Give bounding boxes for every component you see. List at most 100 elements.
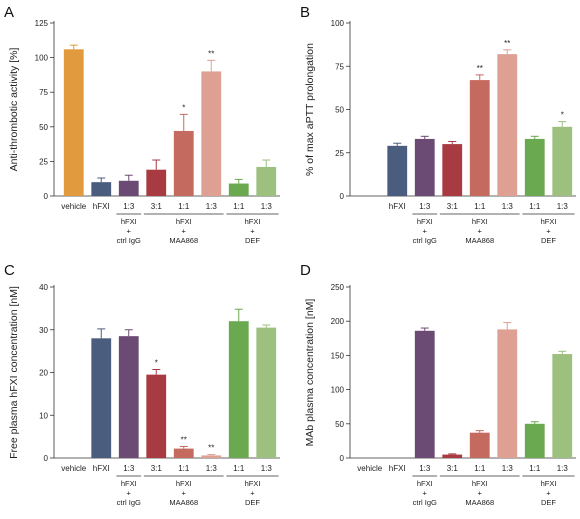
bar bbox=[91, 182, 112, 196]
category-label: 1:3 bbox=[502, 464, 514, 473]
category-label: 1:3 bbox=[261, 202, 273, 211]
category-label: vehicle bbox=[61, 202, 86, 211]
bar bbox=[228, 183, 249, 196]
bar bbox=[524, 138, 545, 196]
group-label: + bbox=[127, 227, 132, 236]
y-tick-label: 10 bbox=[39, 411, 48, 420]
y-tick-label: 100 bbox=[331, 386, 345, 395]
y-tick-label: 50 bbox=[335, 106, 344, 115]
bar bbox=[173, 448, 194, 458]
panel-d: D MAb plasma concentration [nM] 0 50 100 150 2… bbox=[300, 262, 576, 507]
group-label: hFXI bbox=[245, 479, 261, 488]
category-label: 1:1 bbox=[474, 202, 486, 211]
y-tick-label: 150 bbox=[331, 351, 345, 360]
category-label: 1:1 bbox=[529, 464, 541, 473]
significance-marker: * bbox=[561, 111, 564, 120]
category-label: 3:1 bbox=[447, 202, 459, 211]
bar bbox=[118, 336, 139, 458]
bar bbox=[146, 169, 167, 196]
category-label: 1:3 bbox=[419, 202, 431, 211]
category-label: 1:3 bbox=[123, 464, 135, 473]
group-label: DEF bbox=[541, 236, 556, 245]
group-label: hFXI bbox=[121, 479, 137, 488]
category-label: 1:3 bbox=[502, 202, 514, 211]
y-tick-label: 40 bbox=[39, 283, 48, 292]
group-label: hFXI bbox=[541, 479, 557, 488]
group-label: + bbox=[182, 489, 187, 498]
category-label: vehicle bbox=[357, 464, 382, 473]
bar bbox=[201, 455, 222, 458]
panel-letter: D bbox=[300, 262, 311, 279]
significance-marker: ** bbox=[208, 444, 214, 453]
category-label: hFXI bbox=[389, 464, 406, 473]
y-tick-label: 100 bbox=[331, 19, 345, 28]
panel-letter: B bbox=[300, 4, 310, 21]
group-label: + bbox=[250, 227, 255, 236]
group-label: MAA868 bbox=[465, 236, 494, 245]
group-label: MAA868 bbox=[169, 236, 198, 245]
y-tick-label: 100 bbox=[35, 54, 49, 63]
bar bbox=[118, 180, 139, 196]
y-axis-title: MAb plasma concentration [nM] bbox=[304, 299, 316, 447]
group-label: + bbox=[127, 489, 132, 498]
y-tick-label: 0 bbox=[44, 454, 49, 463]
group-label: + bbox=[478, 227, 483, 236]
y-tick-label: 25 bbox=[335, 149, 344, 158]
group-label: DEF bbox=[541, 498, 556, 507]
category-label: vehicle bbox=[61, 464, 86, 473]
group-label: hFXI bbox=[472, 217, 488, 226]
group-label: + bbox=[423, 489, 428, 498]
group-label: MAA868 bbox=[169, 498, 198, 507]
category-label: 1:3 bbox=[261, 464, 273, 473]
category-label: 3:1 bbox=[151, 202, 163, 211]
y-tick-label: 25 bbox=[39, 157, 48, 166]
y-axis-title: % of max aPTT prolongation bbox=[304, 43, 316, 176]
bar bbox=[524, 423, 545, 458]
group-label: DEF bbox=[245, 236, 260, 245]
group-label: MAA868 bbox=[465, 498, 494, 507]
bar bbox=[256, 166, 277, 196]
category-label: 1:1 bbox=[474, 464, 486, 473]
category-label: 1:3 bbox=[419, 464, 431, 473]
bar bbox=[146, 374, 167, 458]
group-label: ctrl IgG bbox=[117, 236, 141, 245]
panel-a: A Anti-thrombotic activity [%] 0 25 50 75 100 1… bbox=[4, 4, 280, 245]
category-label: 1:3 bbox=[206, 202, 218, 211]
category-label: hFXI bbox=[389, 202, 406, 211]
group-label: hFXI bbox=[176, 479, 192, 488]
bar bbox=[63, 49, 84, 196]
category-label: 1:1 bbox=[233, 202, 245, 211]
panel-c: C Free plasma hFXI concentration [nM] 0 10 2… bbox=[4, 262, 280, 507]
group-label: hFXI bbox=[121, 217, 137, 226]
y-tick-label: 30 bbox=[39, 326, 48, 335]
category-label: 1:1 bbox=[178, 464, 190, 473]
group-label: + bbox=[182, 227, 187, 236]
y-tick-label: 20 bbox=[39, 369, 48, 378]
y-tick-label: 50 bbox=[335, 420, 344, 429]
category-label: 1:1 bbox=[529, 202, 541, 211]
significance-marker: ** bbox=[181, 435, 187, 444]
category-label: 1:1 bbox=[233, 464, 245, 473]
bar bbox=[414, 138, 435, 196]
significance-marker: ** bbox=[504, 39, 510, 48]
significance-marker: * bbox=[155, 359, 158, 368]
group-label: + bbox=[250, 489, 255, 498]
bar bbox=[91, 338, 112, 458]
category-label: hFXI bbox=[93, 464, 110, 473]
bar bbox=[497, 329, 518, 458]
category-label: hFXI bbox=[93, 202, 110, 211]
y-axis-title: Anti-thrombotic activity [%] bbox=[8, 48, 20, 172]
bar bbox=[552, 126, 573, 196]
group-label: hFXI bbox=[245, 217, 261, 226]
group-label: ctrl IgG bbox=[413, 498, 437, 507]
category-label: 1:3 bbox=[557, 202, 569, 211]
bar bbox=[228, 321, 249, 458]
y-tick-label: 125 bbox=[35, 19, 49, 28]
group-label: ctrl IgG bbox=[413, 236, 437, 245]
group-label: hFXI bbox=[472, 479, 488, 488]
category-label: 1:3 bbox=[123, 202, 135, 211]
category-label: 1:1 bbox=[178, 202, 190, 211]
group-label: hFXI bbox=[176, 217, 192, 226]
group-label: hFXI bbox=[541, 217, 557, 226]
